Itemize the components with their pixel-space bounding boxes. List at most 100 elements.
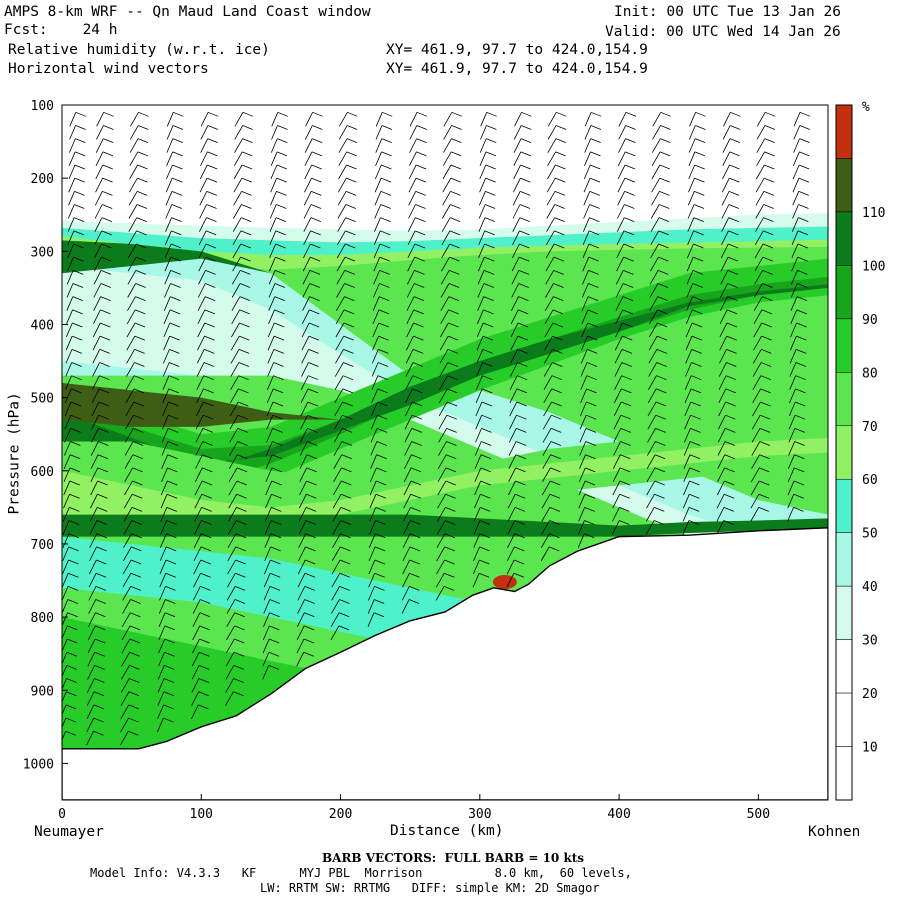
wind-barb-feather xyxy=(234,625,245,631)
wind-barb-feather xyxy=(485,190,496,196)
wind-barb-feather xyxy=(658,256,669,262)
wind-barb-feather xyxy=(590,151,601,157)
wind-barb xyxy=(476,349,484,364)
wind-barb xyxy=(584,125,592,140)
wind-barb-feather xyxy=(381,151,392,157)
wind-barb xyxy=(720,296,728,311)
wind-barb xyxy=(226,586,236,601)
wind-barb-feather xyxy=(272,441,283,446)
wind-barb xyxy=(581,296,589,311)
wind-barb-feather xyxy=(444,572,455,578)
wind-barb xyxy=(752,388,762,404)
wind-barb xyxy=(650,230,660,246)
wind-barb xyxy=(479,178,486,193)
wind-barb xyxy=(584,151,591,166)
x-tick-label: 0 xyxy=(58,807,66,822)
wind-barb-feather xyxy=(97,467,108,473)
wind-barb xyxy=(64,415,72,430)
wind-barb xyxy=(88,599,97,614)
wind-barb-feather xyxy=(552,322,563,328)
wind-barb-feather xyxy=(380,217,391,223)
wind-barb xyxy=(787,494,795,509)
wind-barb-feather xyxy=(345,230,356,236)
wind-barb-feather xyxy=(102,177,113,183)
wind-barb xyxy=(475,428,482,443)
wind-barb xyxy=(513,138,522,153)
wind-barb-feather xyxy=(239,283,251,288)
wind-barb-feather xyxy=(413,322,424,328)
wind-barb-feather xyxy=(172,151,183,157)
wind-barb xyxy=(264,520,272,535)
wind-barb-feather xyxy=(724,480,735,486)
wind-barb xyxy=(336,243,346,259)
wind-barb-feather xyxy=(654,454,666,460)
wind-barb-feather xyxy=(171,204,182,209)
wind-barb xyxy=(297,573,306,588)
wind-barb-feather xyxy=(98,388,110,394)
wind-barb-feather xyxy=(171,190,183,196)
wind-barb-feather xyxy=(621,375,632,381)
wind-barb xyxy=(68,164,76,180)
wind-barb xyxy=(123,494,133,509)
wind-barb-feather xyxy=(237,414,249,420)
wind-barb xyxy=(93,283,102,298)
wind-barb-feather xyxy=(656,388,667,394)
wind-barb xyxy=(303,191,312,206)
wind-barb xyxy=(158,638,166,654)
wind-barb-feather xyxy=(655,401,667,407)
wind-barb xyxy=(506,573,515,588)
wind-barb-feather xyxy=(102,151,114,157)
wind-barb xyxy=(195,454,203,469)
wind-barb xyxy=(581,336,588,351)
wind-barb xyxy=(648,322,658,338)
wind-barb-feather xyxy=(339,572,350,578)
wind-barb xyxy=(542,428,552,443)
wind-barb-feather xyxy=(200,559,211,565)
wind-barb-feather xyxy=(584,506,595,512)
wind-barb-feather xyxy=(130,599,141,604)
wind-barb xyxy=(226,599,236,614)
wind-barb xyxy=(546,217,555,232)
wind-barb xyxy=(269,257,276,272)
wind-barb-feather xyxy=(129,638,140,644)
wind-barb xyxy=(228,494,238,509)
wind-barb xyxy=(299,454,308,469)
wind-barb xyxy=(719,336,728,351)
wind-barb xyxy=(160,480,168,496)
wind-barb xyxy=(578,520,585,535)
xy-range-2: XY= 461.9, 97.7 to 424.0,154.9 xyxy=(386,61,648,77)
wind-barb xyxy=(158,625,166,641)
wind-barb xyxy=(540,546,550,562)
wind-barb-feather xyxy=(795,362,807,367)
colorbar-swatch xyxy=(835,318,853,373)
wind-barb-feather xyxy=(166,520,177,525)
wind-barb-feather xyxy=(486,111,497,117)
wind-barb xyxy=(303,230,311,246)
wind-barb-feather xyxy=(481,441,492,446)
wind-barb-feather xyxy=(200,586,211,591)
wind-barb xyxy=(266,401,274,417)
wind-barb xyxy=(442,151,452,167)
wind-barb-feather xyxy=(374,586,385,591)
wind-barb xyxy=(435,573,445,588)
wind-barb-feather xyxy=(207,138,218,144)
wind-barb-feather xyxy=(75,138,86,144)
wind-barb-feather xyxy=(725,401,736,407)
wind-barb xyxy=(403,494,412,509)
wind-barb xyxy=(685,362,692,377)
wind-barb xyxy=(404,428,413,443)
wind-barb-feather xyxy=(268,638,280,644)
wind-barb xyxy=(262,665,270,680)
wind-barb xyxy=(367,599,375,614)
wind-barb-feather xyxy=(518,309,529,315)
wind-barb-feather xyxy=(550,441,562,446)
wind-barb-feather xyxy=(656,348,668,354)
wind-barb xyxy=(62,652,68,665)
wind-barb xyxy=(122,573,132,588)
wind-barb xyxy=(300,401,309,417)
wind-barb xyxy=(160,494,168,509)
wind-barb-feather xyxy=(410,493,421,499)
wind-barb-feather xyxy=(693,217,704,223)
plot-frame xyxy=(61,104,829,801)
wind-barb xyxy=(438,401,448,417)
